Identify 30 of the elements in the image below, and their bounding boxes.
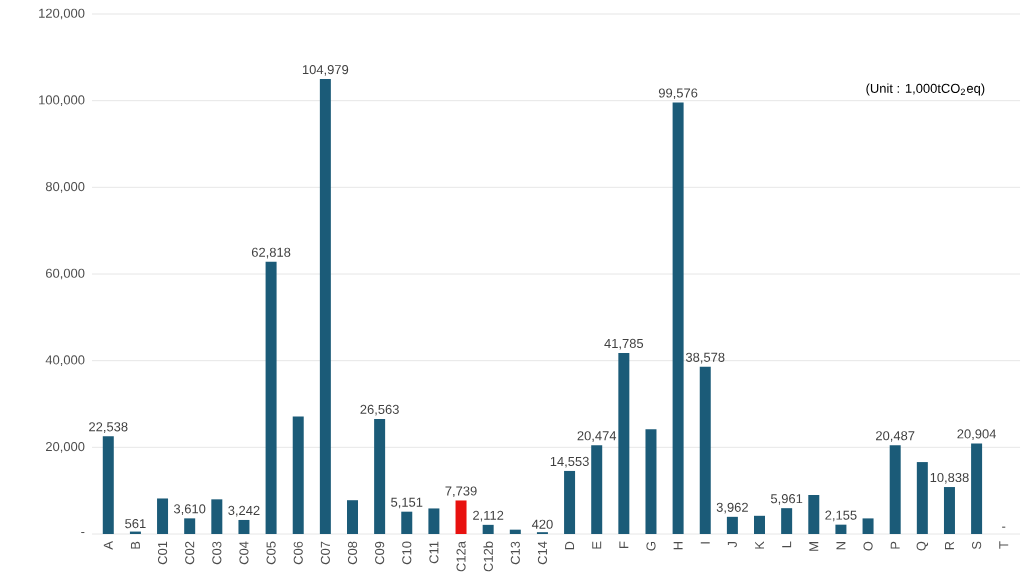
bar	[618, 352, 630, 534]
bar	[645, 429, 657, 534]
bar	[971, 443, 983, 534]
bar	[184, 518, 196, 534]
bar	[726, 516, 738, 534]
bar	[808, 495, 820, 534]
bar	[211, 499, 223, 534]
bar	[238, 519, 250, 534]
bar	[102, 436, 114, 534]
bar	[374, 418, 386, 534]
bar	[591, 445, 603, 534]
bar	[916, 462, 928, 534]
bar	[699, 366, 711, 534]
bar	[835, 524, 847, 534]
bar	[346, 500, 358, 534]
bar	[889, 445, 901, 534]
bar	[455, 500, 467, 534]
bar	[754, 515, 766, 534]
bar	[319, 79, 331, 534]
bar	[781, 508, 793, 534]
bar	[564, 470, 576, 534]
bar	[265, 261, 277, 534]
bar	[401, 511, 413, 534]
bar	[862, 518, 874, 534]
bar	[428, 508, 440, 534]
bar	[943, 487, 955, 534]
bar	[157, 498, 169, 534]
bar	[672, 102, 684, 534]
bar	[482, 524, 494, 534]
bar	[292, 416, 304, 534]
